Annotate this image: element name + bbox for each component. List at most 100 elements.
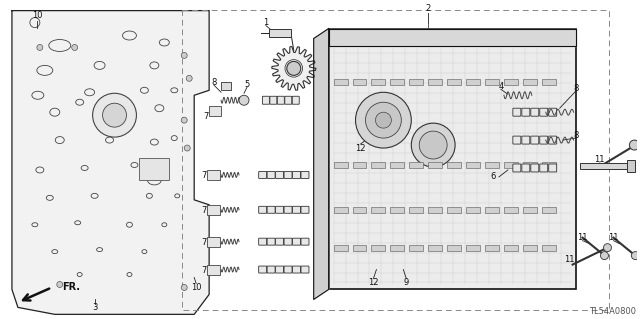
Text: 11: 11 [595,155,605,165]
Ellipse shape [76,99,84,105]
FancyBboxPatch shape [285,96,292,104]
Bar [504,207,518,213]
FancyBboxPatch shape [267,206,275,213]
Text: 9: 9 [404,278,409,287]
FancyBboxPatch shape [540,164,548,172]
Bar [466,79,480,85]
Circle shape [287,62,301,75]
Bar [207,237,220,247]
Bar [207,205,220,215]
FancyBboxPatch shape [513,136,521,144]
Bar [269,28,291,36]
Text: 7: 7 [202,266,207,275]
Ellipse shape [75,221,81,225]
FancyBboxPatch shape [276,238,284,245]
Circle shape [365,102,401,138]
Text: 7: 7 [202,171,207,181]
Bar [428,79,442,85]
FancyBboxPatch shape [259,171,267,178]
Bar [333,162,348,168]
Circle shape [181,117,188,123]
Circle shape [604,244,611,252]
FancyBboxPatch shape [284,171,292,178]
Ellipse shape [140,87,148,93]
Bar [523,79,537,85]
Ellipse shape [50,108,60,116]
Bar [209,106,221,116]
Bar [410,162,423,168]
Circle shape [93,93,136,137]
Ellipse shape [155,105,164,112]
Bar [333,79,348,85]
FancyBboxPatch shape [276,206,284,213]
FancyBboxPatch shape [276,266,284,273]
Ellipse shape [37,65,52,75]
Text: FR.: FR. [61,282,80,293]
Bar [371,162,385,168]
Bar [353,79,367,85]
FancyBboxPatch shape [292,171,301,178]
Bar [580,163,632,169]
Ellipse shape [106,137,113,143]
Ellipse shape [147,175,161,185]
FancyBboxPatch shape [531,164,539,172]
Text: 6: 6 [490,173,495,182]
FancyBboxPatch shape [531,108,539,116]
FancyBboxPatch shape [513,164,521,172]
Circle shape [239,95,249,105]
Ellipse shape [159,39,170,46]
Bar [485,207,499,213]
Circle shape [181,285,188,291]
Text: 8: 8 [573,84,579,93]
Bar [504,162,518,168]
FancyBboxPatch shape [548,136,557,144]
Bar [182,10,609,310]
Bar [541,162,556,168]
Ellipse shape [150,139,158,145]
Bar [333,245,348,251]
Ellipse shape [131,162,138,167]
Ellipse shape [84,89,95,96]
Circle shape [356,92,412,148]
Bar [390,245,404,251]
Circle shape [376,112,392,128]
Bar [485,162,499,168]
Ellipse shape [81,166,88,170]
Text: 7: 7 [204,112,209,121]
Circle shape [186,75,192,81]
Polygon shape [12,11,209,314]
Bar [466,245,480,251]
Ellipse shape [46,195,53,200]
Polygon shape [328,28,575,47]
FancyBboxPatch shape [292,206,301,213]
Text: 1: 1 [263,18,269,27]
Circle shape [419,131,447,159]
FancyBboxPatch shape [284,206,292,213]
Bar [207,170,220,180]
FancyBboxPatch shape [301,206,309,213]
FancyBboxPatch shape [284,266,292,273]
Circle shape [72,44,77,50]
Bar [504,79,518,85]
Bar [353,245,367,251]
Polygon shape [314,28,328,300]
Ellipse shape [175,194,180,198]
Text: 10: 10 [31,11,42,20]
Bar [390,207,404,213]
Bar [353,162,367,168]
Ellipse shape [36,167,44,173]
Bar [410,207,423,213]
Bar [447,79,461,85]
Text: TL54A0800: TL54A0800 [589,307,636,316]
Ellipse shape [122,31,136,40]
Bar [541,207,556,213]
Bar [221,82,231,90]
Bar [428,207,442,213]
Bar [627,160,636,172]
Ellipse shape [127,222,132,227]
FancyBboxPatch shape [292,238,301,245]
Polygon shape [272,47,316,90]
Circle shape [412,123,455,167]
FancyBboxPatch shape [277,96,284,104]
Text: 7: 7 [202,206,207,215]
